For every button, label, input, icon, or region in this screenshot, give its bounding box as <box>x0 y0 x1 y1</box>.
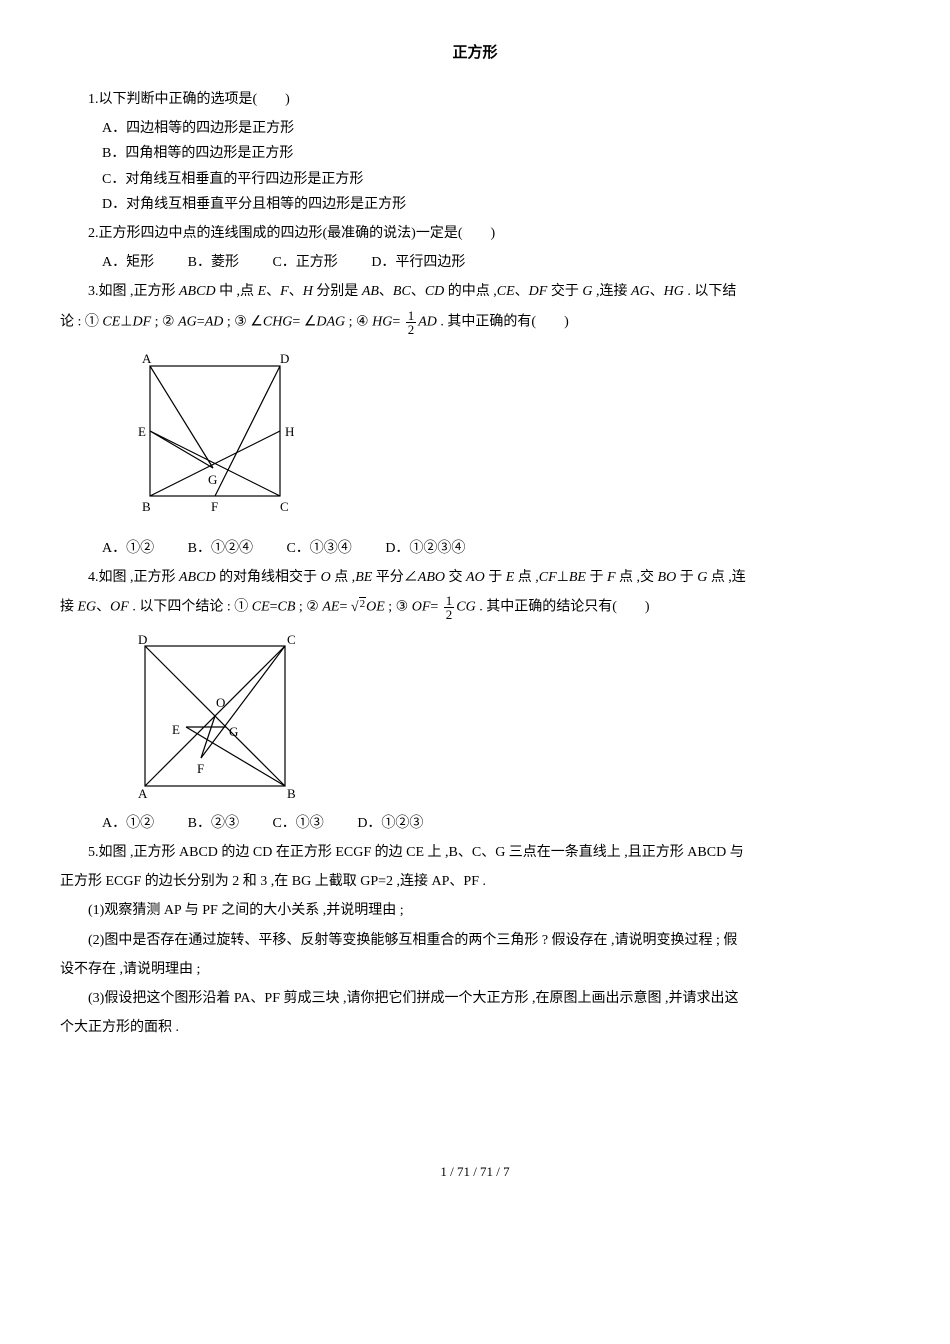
q5-line2: 正方形 ECGF 的边长分别为 2 和 3 ,在 BG 上截取 GP=2 ,连接… <box>60 869 890 894</box>
svg-text:D: D <box>138 632 147 647</box>
q4-stem-line1: 4.如图 ,正方形 ABCD 的对角线相交于 O 点 ,BE 平分∠ABO 交 … <box>60 565 890 590</box>
q3-optD: D．①②③④ <box>385 541 465 556</box>
svg-text:G: G <box>208 472 217 487</box>
q2-optA: A．矩形 <box>102 255 154 270</box>
q1-optA: A．四边相等的四边形是正方形 <box>60 116 890 141</box>
q3-stem-line2: 论 : ① CE⊥DF ; ② AG=AD ; ③ ∠CHG= ∠DAG ; ④… <box>60 309 890 336</box>
q5-sub3b: 个大正方形的面积 . <box>60 1015 890 1040</box>
svg-text:G: G <box>229 724 238 739</box>
svg-text:C: C <box>280 499 289 514</box>
q5-line1: 5.如图 ,正方形 ABCD 的边 CD 在正方形 ECGF 的边 CE 上 ,… <box>60 840 890 865</box>
svg-text:F: F <box>211 499 218 514</box>
figure-q3: A D E H G B F C <box>120 346 890 526</box>
svg-text:O: O <box>216 695 225 710</box>
fraction-half: 12 <box>406 309 417 336</box>
q2-optD: D．平行四边形 <box>371 255 465 270</box>
q3-options: A．①② B．①②④ C．①③④ D．①②③④ <box>60 536 890 561</box>
svg-text:H: H <box>285 424 294 439</box>
q4-optA: A．①② <box>102 816 154 831</box>
page-footer: 1 / 71 / 71 / 7 <box>60 1160 890 1183</box>
q5-sub2: (2)图中是否存在通过旋转、平移、反射等变换能够互相重合的两个三角形 ? 假设存… <box>60 928 890 953</box>
q3-optC: C．①③④ <box>286 541 351 556</box>
q2-optC: C．正方形 <box>272 255 337 270</box>
svg-text:A: A <box>138 786 148 801</box>
q2-options: A．矩形 B．菱形 C．正方形 D．平行四边形 <box>60 250 890 275</box>
q3-optB: B．①②④ <box>188 541 253 556</box>
q2-optB: B．菱形 <box>188 255 239 270</box>
svg-text:F: F <box>197 761 204 776</box>
svg-text:C: C <box>287 632 296 647</box>
svg-text:E: E <box>138 424 146 439</box>
q5-sub3: (3)假设把这个图形沿着 PA、PF 剪成三块 ,请你把它们拼成一个大正方形 ,… <box>60 986 890 1011</box>
q2-stem: 2.正方形四边中点的连线围成的四边形(最准确的说法)一定是( ) <box>60 221 890 246</box>
svg-text:E: E <box>172 722 180 737</box>
fraction-half-2: 12 <box>444 594 455 621</box>
q5-sub1: (1)观察猜测 AP 与 PF 之间的大小关系 ,并说明理由 ; <box>60 898 890 923</box>
q1-optC: C．对角线互相垂直的平行四边形是正方形 <box>60 167 890 192</box>
q4-optB: B．②③ <box>188 816 239 831</box>
q4-stem-line2: 接 EG、OF . 以下四个结论 : ① CE=CB ; ② AE= √2OE … <box>60 594 890 621</box>
q4-optC: C．①③ <box>272 816 323 831</box>
q3-stem-line1: 3.如图 ,正方形 ABCD 中 ,点 E、F、H 分别是 AB、BC、CD 的… <box>60 279 890 304</box>
q1-optD: D．对角线互相垂直平分且相等的四边形是正方形 <box>60 192 890 217</box>
svg-text:B: B <box>142 499 151 514</box>
q1-stem: 1.以下判断中正确的选项是( ) <box>60 87 890 112</box>
svg-text:D: D <box>280 351 289 366</box>
svg-text:B: B <box>287 786 296 801</box>
q4-optD: D．①②③ <box>357 816 423 831</box>
svg-text:A: A <box>142 351 152 366</box>
figure-q4: D C O E G F A B <box>120 631 890 801</box>
q1-optB: B．四角相等的四边形是正方形 <box>60 141 890 166</box>
q5-sub2b: 设不存在 ,请说明理由 ; <box>60 957 890 982</box>
q4-options: A．①② B．②③ C．①③ D．①②③ <box>60 811 890 836</box>
page-title: 正方形 <box>60 40 890 67</box>
q3-optA: A．①② <box>102 541 154 556</box>
